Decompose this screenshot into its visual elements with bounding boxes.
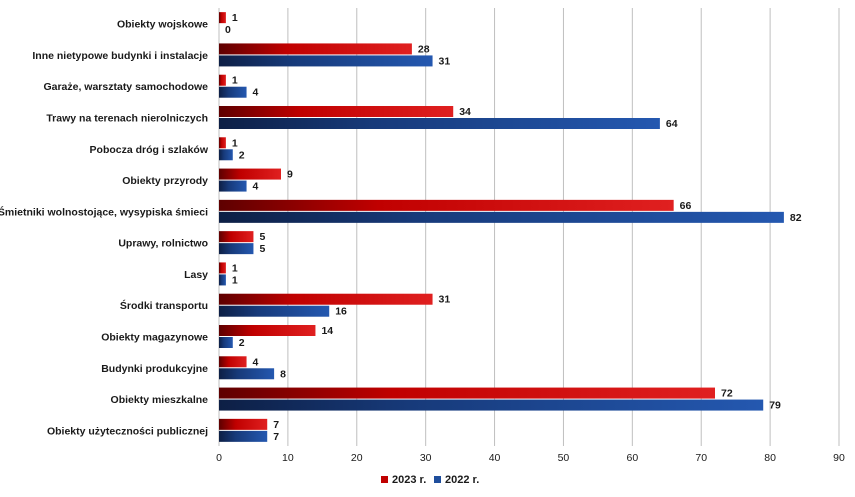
- data-label-2022: 2: [239, 149, 245, 161]
- bar-2022: [219, 399, 764, 411]
- x-tick-label: 60: [626, 452, 638, 464]
- x-tick-label: 10: [282, 452, 294, 464]
- bar-2022: [219, 211, 784, 223]
- x-tick-label: 30: [420, 452, 432, 464]
- data-label-2023: 9: [287, 169, 293, 181]
- data-label-2022: 8: [280, 368, 286, 380]
- bar-2023: [219, 293, 433, 305]
- data-label-2022: 2: [239, 337, 245, 349]
- data-label-2022: 4: [253, 87, 259, 99]
- data-label-2022: 82: [790, 212, 802, 224]
- bar-2023: [219, 74, 226, 86]
- category-labels: Obiekty wojskowe Inne nietypowe budynki i…: [0, 19, 209, 438]
- bar-2023: [219, 231, 254, 243]
- category-label: Śmietniki wolnostojące, wysypiska śmieci: [0, 205, 208, 218]
- category-label: Lasy: [184, 269, 208, 281]
- bar-2022: [219, 86, 247, 98]
- legend-label-2023: 2023 r.: [392, 474, 426, 486]
- legend-swatch-2023: [381, 476, 388, 483]
- bar-2022: [219, 337, 233, 348]
- bar-2023: [219, 12, 226, 24]
- data-label-2022: 5: [259, 243, 265, 255]
- bar-2022: [219, 305, 330, 317]
- legend-swatch-2022: [434, 476, 441, 483]
- x-tick-label: 0: [216, 452, 222, 464]
- data-label-2023: 1: [232, 12, 238, 24]
- category-label: Środki transportu: [120, 299, 208, 312]
- bar-2023: [219, 356, 247, 368]
- data-label-2023: 1: [232, 75, 238, 87]
- category-label: Obiekty użyteczności publicznej: [47, 425, 208, 437]
- bar-2022: [219, 243, 254, 255]
- bar-2022: [219, 180, 247, 192]
- category-label: Pobocza dróg i szlaków: [90, 144, 209, 156]
- data-label-2022: 0: [225, 24, 231, 36]
- bar-2023: [219, 418, 268, 430]
- data-label-2023: 4: [253, 356, 259, 368]
- category-label: Budynki produkcyjne: [101, 363, 208, 375]
- bar-2022: [219, 274, 226, 286]
- category-label: Trawy na terenach nierolniczych: [46, 113, 208, 125]
- bar-2022: [219, 368, 275, 380]
- data-label-2022: 4: [253, 181, 259, 193]
- data-label-2023: 7: [273, 419, 279, 431]
- legend-label-2022: 2022 r.: [445, 474, 479, 486]
- data-label-2023: 5: [259, 231, 265, 243]
- category-label: Uprawy, rolnictwo: [118, 238, 208, 250]
- bar-2022: [219, 430, 268, 442]
- bar-2023: [219, 262, 226, 274]
- data-label-2022: 16: [335, 306, 347, 318]
- bar-2023: [219, 199, 674, 211]
- data-label-2023: 31: [439, 294, 451, 306]
- x-tick-label: 90: [833, 452, 845, 464]
- bar-2022: [219, 55, 433, 67]
- data-label-2023: 34: [459, 106, 471, 118]
- x-axis-ticks: 0 10 20 30 40 50 60 70 80 90: [216, 452, 845, 464]
- bar-2023: [219, 325, 316, 336]
- bar-2023: [219, 137, 226, 149]
- data-label-2023: 66: [680, 200, 692, 212]
- data-label-2023: 1: [232, 137, 238, 149]
- category-label: Obiekty wojskowe: [117, 19, 208, 31]
- data-label-2023: 14: [321, 325, 333, 337]
- x-tick-label: 80: [764, 452, 776, 464]
- data-label-2022: 31: [439, 55, 451, 67]
- bar-2023: [219, 106, 454, 117]
- data-label-2023: 28: [418, 43, 430, 55]
- category-label: Garaże, warsztaty samochodowe: [43, 81, 208, 93]
- category-label: Inne nietypowe budynki i instalacje: [32, 50, 208, 62]
- category-label: Obiekty mieszkalne: [111, 394, 209, 406]
- data-label-2023: 72: [721, 388, 733, 400]
- category-label: Obiekty przyrody: [122, 175, 208, 187]
- legend: 2023 r. 2022 r.: [381, 474, 479, 486]
- gridlines: [218, 8, 840, 446]
- data-label-2022: 79: [769, 400, 781, 412]
- x-tick-label: 50: [558, 452, 570, 464]
- x-tick-label: 40: [489, 452, 501, 464]
- data-label-2022: 64: [666, 118, 678, 130]
- bar-2023: [219, 43, 412, 55]
- bar-2022: [219, 149, 233, 161]
- data-label-2022: 1: [232, 274, 238, 286]
- x-tick-label: 20: [351, 452, 363, 464]
- bar-2023: [219, 387, 715, 399]
- x-tick-label: 70: [695, 452, 707, 464]
- category-label: Obiekty magazynowe: [101, 332, 208, 344]
- data-label-2023: 1: [232, 262, 238, 274]
- bar-2023: [219, 168, 281, 180]
- data-label-2022: 7: [273, 431, 279, 443]
- bar-2022: [219, 118, 660, 129]
